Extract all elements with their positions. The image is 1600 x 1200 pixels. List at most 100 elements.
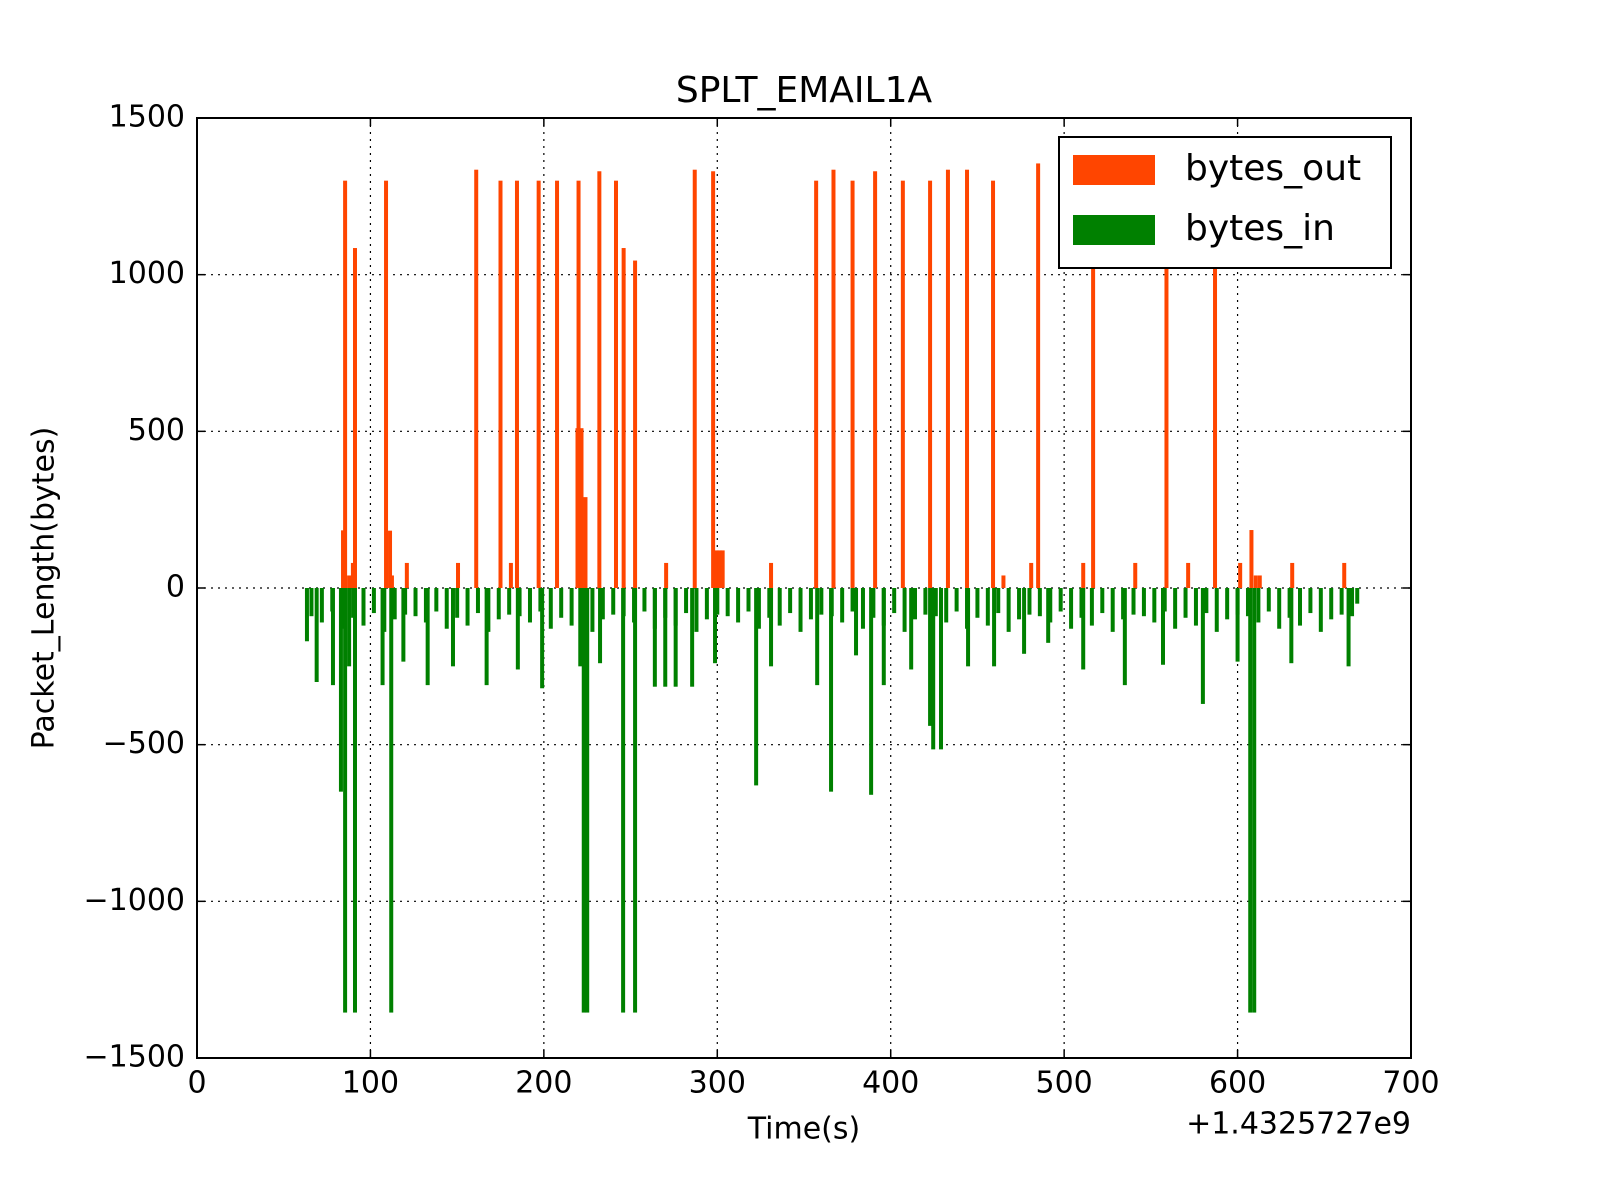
bar xyxy=(928,180,933,588)
bar xyxy=(1048,588,1053,623)
bar xyxy=(725,588,730,617)
x-tick-label: 700 xyxy=(1382,1066,1439,1101)
bar xyxy=(590,588,595,632)
bar xyxy=(1329,588,1334,620)
bar xyxy=(869,588,874,795)
bar xyxy=(663,588,668,618)
y-tick-label: 1000 xyxy=(109,256,185,291)
bar xyxy=(1253,575,1258,588)
bar xyxy=(673,588,678,687)
bar xyxy=(1037,588,1042,617)
bar xyxy=(1091,180,1096,588)
bar xyxy=(954,588,959,612)
bar xyxy=(1017,588,1022,620)
bar xyxy=(517,588,522,617)
y-tick-label: −1500 xyxy=(84,1040,185,1075)
bar xyxy=(621,248,626,589)
bar xyxy=(769,562,774,588)
bar xyxy=(1318,588,1323,632)
bar xyxy=(704,588,709,620)
bar xyxy=(434,588,439,612)
bar xyxy=(1213,180,1218,588)
bar xyxy=(384,180,389,588)
bar xyxy=(1298,588,1303,626)
bar xyxy=(944,588,949,623)
bar xyxy=(663,588,668,687)
bar xyxy=(1290,562,1295,588)
bar xyxy=(854,588,859,656)
y-axis-label: Packet_Length(bytes) xyxy=(27,427,62,750)
bar xyxy=(343,588,348,1013)
bar xyxy=(1245,588,1250,617)
bar xyxy=(598,588,603,664)
bar xyxy=(931,588,936,750)
bar xyxy=(1006,588,1011,632)
bar xyxy=(945,169,950,588)
bar xyxy=(873,171,878,588)
bar xyxy=(347,575,352,588)
bar xyxy=(939,588,944,750)
bar xyxy=(343,180,348,588)
bar xyxy=(715,588,720,615)
bar xyxy=(585,588,590,1013)
bar xyxy=(380,588,385,686)
bar xyxy=(515,588,520,670)
bar xyxy=(498,180,503,588)
bar xyxy=(1133,562,1138,588)
bar xyxy=(829,588,834,792)
bar xyxy=(1225,588,1230,620)
bar xyxy=(840,588,845,623)
bar xyxy=(912,588,917,620)
bar xyxy=(1235,588,1240,662)
x-tick-label: 500 xyxy=(1036,1066,1093,1101)
bar xyxy=(808,588,813,620)
bar xyxy=(777,588,782,626)
bar xyxy=(1248,588,1253,1013)
bar xyxy=(389,575,394,588)
x-tick-label: 0 xyxy=(187,1066,206,1101)
bar xyxy=(352,248,357,589)
bar xyxy=(1200,588,1205,704)
bar xyxy=(881,588,886,626)
bar xyxy=(1029,562,1034,588)
bar xyxy=(578,588,583,667)
bar xyxy=(1036,163,1041,588)
bar xyxy=(632,588,637,623)
bar xyxy=(1249,530,1254,588)
bar xyxy=(1081,562,1086,588)
bar xyxy=(991,180,996,588)
bar xyxy=(684,588,689,614)
bar xyxy=(1186,562,1191,588)
bar xyxy=(1152,588,1157,623)
bar xyxy=(1238,562,1243,588)
bar xyxy=(583,497,588,588)
bar xyxy=(664,562,669,588)
bar xyxy=(527,588,532,623)
bar xyxy=(401,588,406,662)
bar xyxy=(351,588,356,618)
bar xyxy=(1141,588,1146,617)
bar xyxy=(736,588,741,623)
bar xyxy=(1089,588,1094,626)
bar xyxy=(933,588,938,617)
bar xyxy=(1289,588,1294,664)
bar xyxy=(1022,588,1027,654)
bar xyxy=(581,588,586,1013)
bar xyxy=(388,530,393,588)
bar xyxy=(450,588,455,667)
bar xyxy=(1160,588,1165,665)
bar xyxy=(694,588,699,632)
bar xyxy=(304,588,309,642)
bar xyxy=(614,180,619,588)
bar xyxy=(403,588,408,615)
bar xyxy=(975,588,980,618)
legend-swatch xyxy=(1073,155,1155,185)
bar xyxy=(621,588,626,1013)
bar xyxy=(992,588,997,667)
x-offset-label: +1.4325727e9 xyxy=(1186,1107,1411,1142)
bar xyxy=(576,180,581,588)
x-tick-label: 600 xyxy=(1209,1066,1266,1101)
bar xyxy=(692,169,697,588)
bar xyxy=(860,588,865,629)
